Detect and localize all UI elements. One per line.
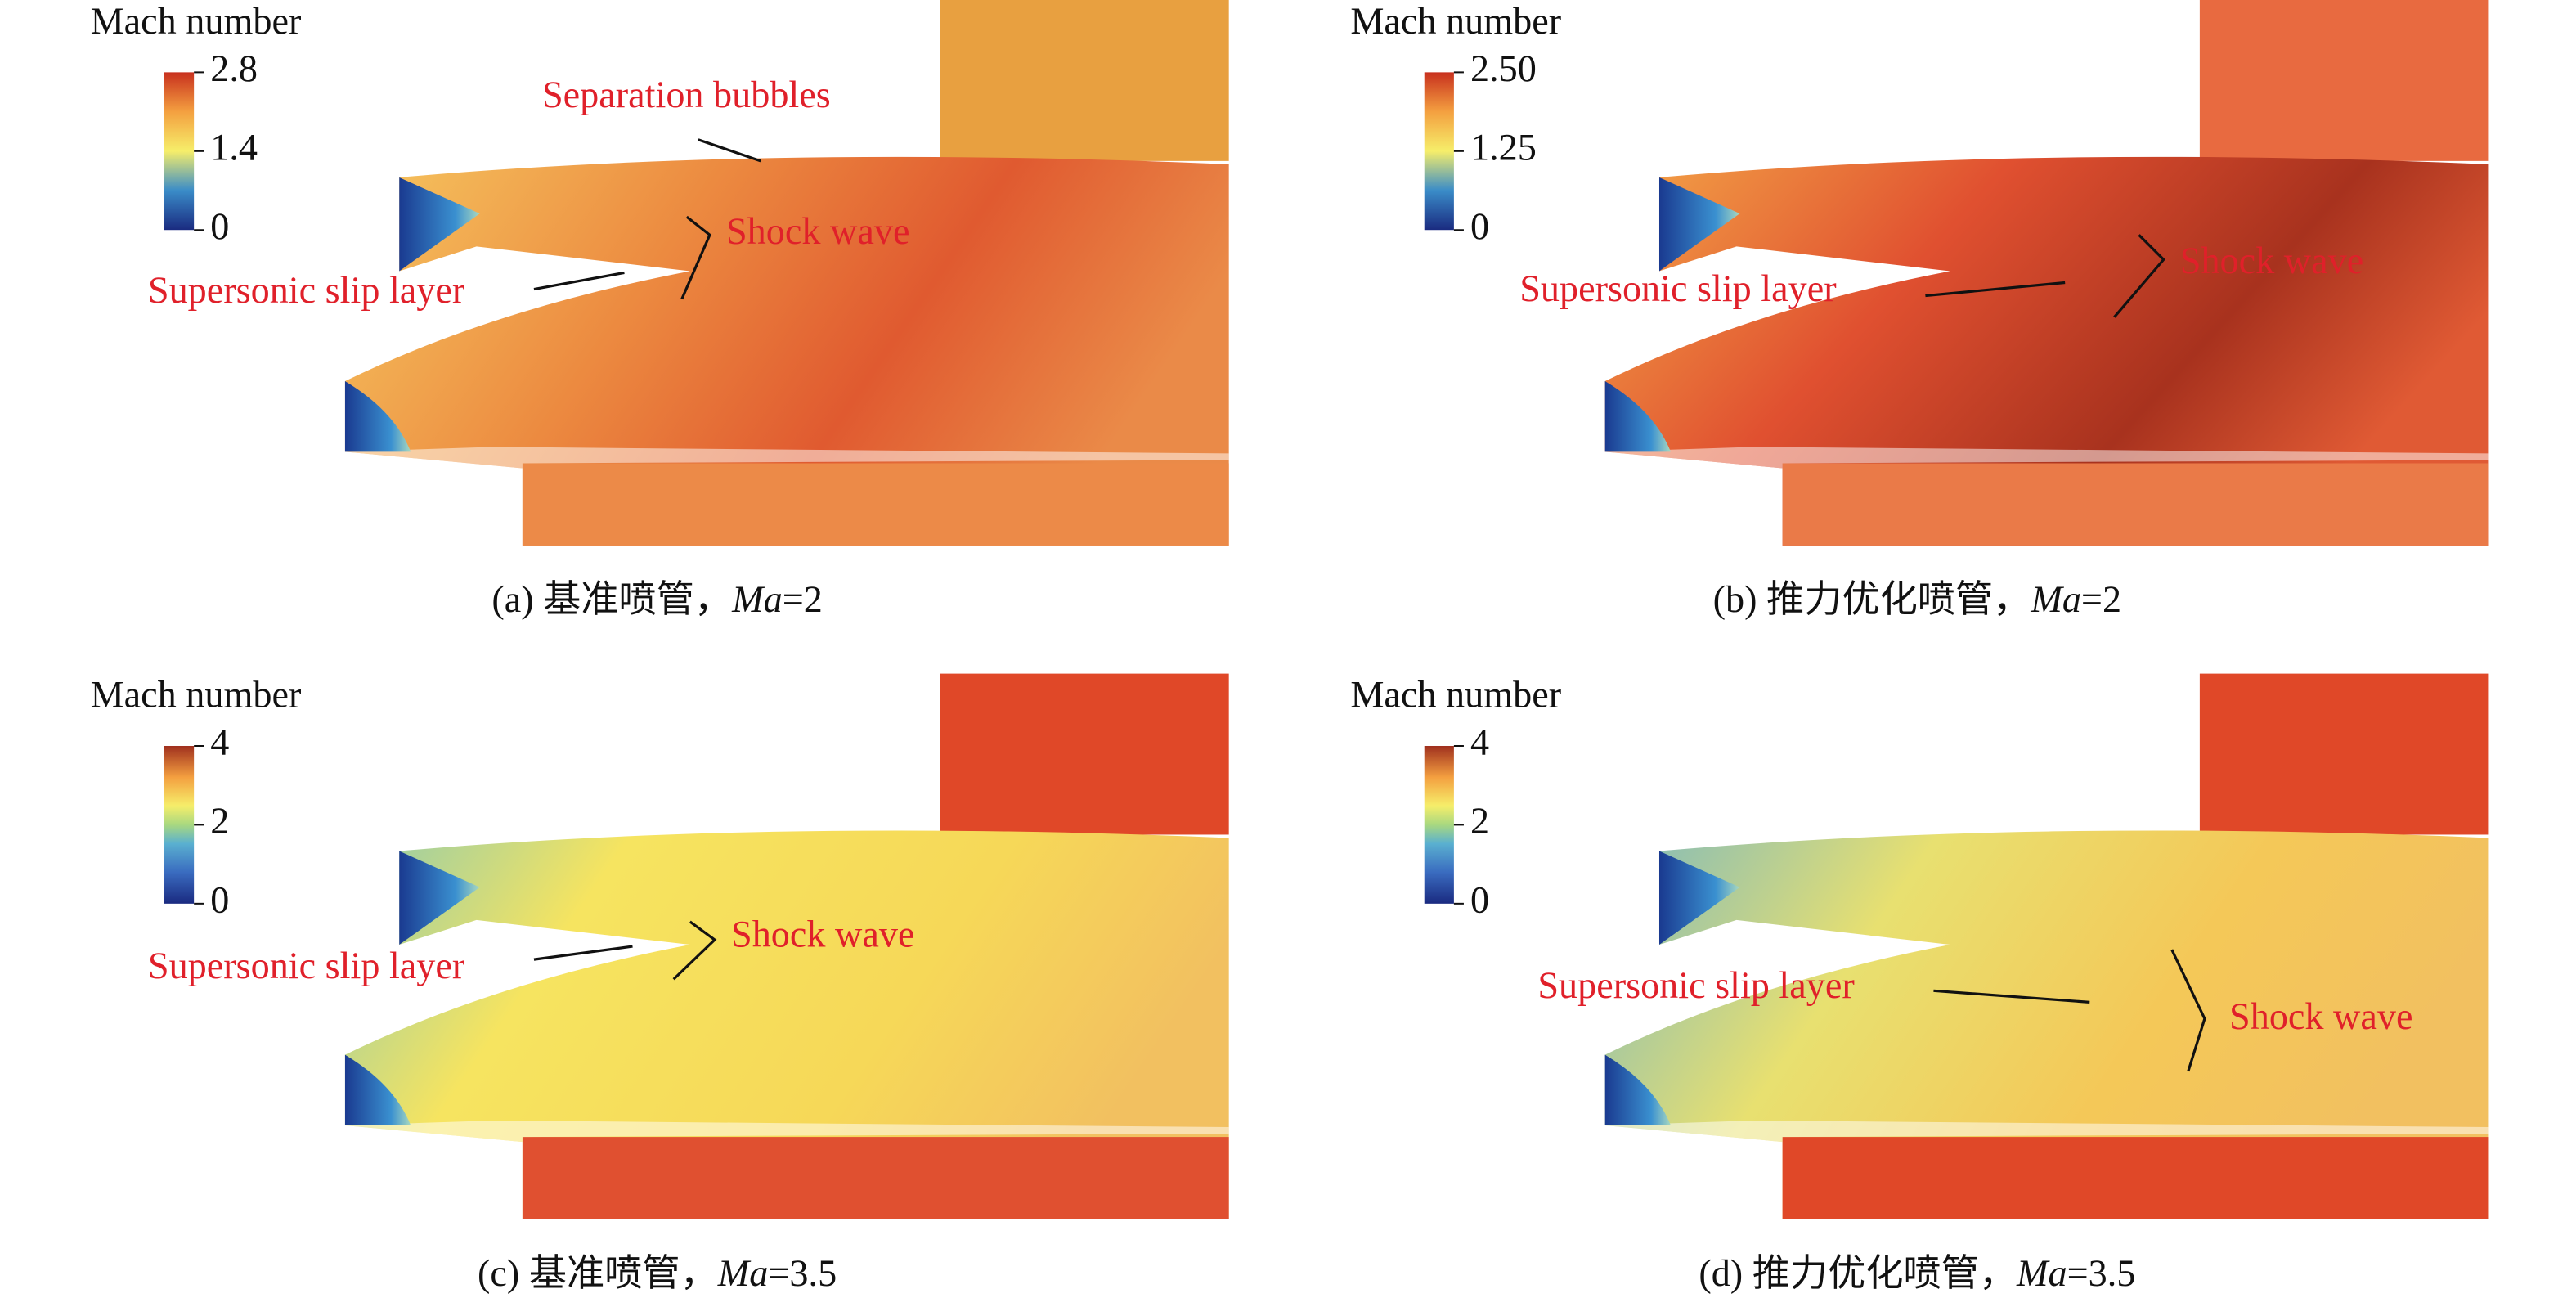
- caption-prefix: (a) 基准喷管，: [491, 578, 732, 620]
- caption-suffix: =2: [2081, 578, 2121, 620]
- nozzle-throat: [399, 177, 480, 272]
- lower-block: [1782, 463, 2489, 546]
- colorbar: [164, 745, 195, 904]
- caption-suffix: =2: [783, 578, 823, 620]
- caption-prefix: (b) 推力优化喷管，: [1713, 578, 2031, 620]
- leader-line: [533, 945, 633, 961]
- upper-block: [940, 673, 1229, 835]
- caption: (d) 推力优化喷管，Ma=3.5: [1699, 1251, 2135, 1293]
- panel: Mach number 2.50 1.25 0 Shock wave Supersonic…: [1350, 0, 2489, 620]
- annotation: Supersonic slip layer: [148, 945, 464, 986]
- lower-gap: [344, 1121, 1229, 1143]
- leader-line: [680, 215, 711, 300]
- caption: (a) 基准喷管，Ma=2: [491, 578, 822, 620]
- lower-inlet: [344, 1054, 411, 1126]
- colorbar-title: Mach number: [1350, 0, 1561, 42]
- caption-prefix: (c) 基准喷管，: [478, 1251, 718, 1293]
- colorbar-tick-label: 2.50: [1470, 47, 1537, 89]
- colorbar-tick-label: 0: [1470, 878, 1489, 920]
- nozzle-throat: [399, 851, 480, 945]
- lower-block: [522, 463, 1229, 546]
- colorbar-tick-label: 1.4: [210, 126, 258, 168]
- caption-italic: Ma: [731, 578, 783, 620]
- leader-line: [1925, 281, 2066, 298]
- lower-inlet: [1604, 381, 1672, 452]
- panel: Mach number 4 2 0 Shock wave Supersonic slip …: [91, 673, 1229, 1293]
- panel: Mach number 4 2 0 Supersonic slip layer Shock…: [1350, 673, 2489, 1293]
- annotation: Shock wave: [2180, 240, 2363, 281]
- colorbar-tick-label: 0: [1470, 205, 1489, 247]
- colorbar-tick-label: 2: [210, 800, 229, 842]
- upper-block: [2199, 0, 2489, 161]
- colorbar-title: Mach number: [1350, 673, 1561, 715]
- colorbar: [1424, 72, 1454, 231]
- upper-block: [940, 0, 1229, 161]
- colorbar-title: Mach number: [91, 0, 302, 42]
- nozzle-throat: [1658, 177, 1740, 272]
- annotation: Separation bubbles: [542, 74, 831, 115]
- lower-block: [522, 1137, 1229, 1219]
- annotation: Supersonic slip layer: [1519, 267, 1836, 309]
- caption-prefix: (d) 推力优化喷管，: [1699, 1251, 2017, 1293]
- annotation: Shock wave: [726, 210, 909, 252]
- leader-line: [2113, 234, 2165, 318]
- lower-block: [1782, 1137, 2489, 1219]
- colorbar-tick-label: 1.25: [1470, 126, 1537, 168]
- colorbar: [164, 72, 195, 231]
- colorbar-title: Mach number: [91, 673, 302, 715]
- leader-line: [533, 271, 625, 291]
- leader-line: [2170, 949, 2206, 1072]
- annotation: Supersonic slip layer: [1537, 964, 1854, 1006]
- colorbar-tick-label: 0: [210, 205, 229, 247]
- caption: (c) 基准喷管，Ma=3.5: [478, 1251, 837, 1293]
- annotation: Supersonic slip layer: [148, 269, 464, 311]
- lower-inlet: [344, 381, 411, 452]
- colorbar-tick-label: 4: [210, 721, 229, 763]
- leader-line: [698, 138, 761, 163]
- colorbar-tick-label: 4: [1470, 721, 1489, 763]
- lower-gap: [1604, 447, 2489, 469]
- colorbar-tick-label: 2: [1470, 800, 1489, 842]
- lower-inlet: [1604, 1054, 1672, 1126]
- caption-italic: Ma: [2016, 1251, 2067, 1293]
- colorbar-tick-label: 0: [210, 878, 229, 920]
- caption: (b) 推力优化喷管，Ma=2: [1713, 578, 2121, 620]
- caption-italic: Ma: [2030, 578, 2081, 620]
- colorbar-tick-label: 2.8: [210, 47, 258, 89]
- lower-gap: [344, 447, 1229, 469]
- caption-suffix: =3.5: [768, 1251, 837, 1293]
- lower-gap: [1604, 1121, 2489, 1143]
- upper-block: [2199, 673, 2489, 835]
- panel: Mach number 2.8 1.4 0 Separation bubbles Shoc…: [91, 0, 1229, 620]
- leader-line: [1933, 989, 2090, 1004]
- nozzle-throat: [1658, 851, 1740, 945]
- annotation: Shock wave: [2229, 995, 2412, 1037]
- annotation: Shock wave: [731, 914, 914, 955]
- caption-italic: Ma: [717, 1251, 769, 1293]
- leader-line: [672, 920, 717, 981]
- caption-suffix: =3.5: [2067, 1251, 2136, 1293]
- colorbar: [1424, 745, 1454, 904]
